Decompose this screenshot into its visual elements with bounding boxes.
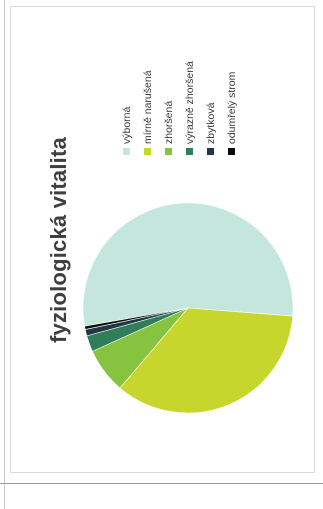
- pie-chart: [82, 202, 294, 414]
- scan-edge-bottom: [0, 483, 323, 484]
- legend-label: odumřelý strom: [225, 71, 238, 144]
- legend-label: mírně narušená: [141, 70, 154, 144]
- pie-slice-6: [84, 307, 189, 330]
- legend-swatch: [123, 148, 130, 155]
- legend-swatch: [165, 148, 172, 155]
- chart-canvas: fyziologická vitalita výborná mírně naruš…: [10, 6, 315, 473]
- legend-item: mírně narušená: [137, 61, 158, 155]
- legend-swatch: [186, 148, 193, 155]
- scan-edge-left: [4, 0, 5, 509]
- pie-slice-2: [119, 307, 294, 414]
- legend-item: výrazně zhoršená: [179, 61, 200, 155]
- legend-label: výrazně zhoršená: [183, 61, 196, 144]
- legend-swatch: [207, 148, 214, 155]
- legend-swatch: [228, 148, 235, 155]
- legend-label: zbytková: [204, 102, 217, 144]
- legend-swatch: [144, 148, 151, 155]
- legend-label: zhoršená: [162, 100, 175, 144]
- legend-item: výborná: [116, 61, 137, 155]
- legend-item: odumřelý strom: [221, 61, 242, 155]
- chart-legend: výborná mírně narušená zhoršená výrazně zho…: [116, 61, 242, 155]
- legend-item: zbytková: [200, 61, 221, 155]
- legend-label: výborná: [120, 106, 133, 144]
- legend-item: zhoršená: [158, 61, 179, 155]
- pie-slice-1: [82, 202, 294, 327]
